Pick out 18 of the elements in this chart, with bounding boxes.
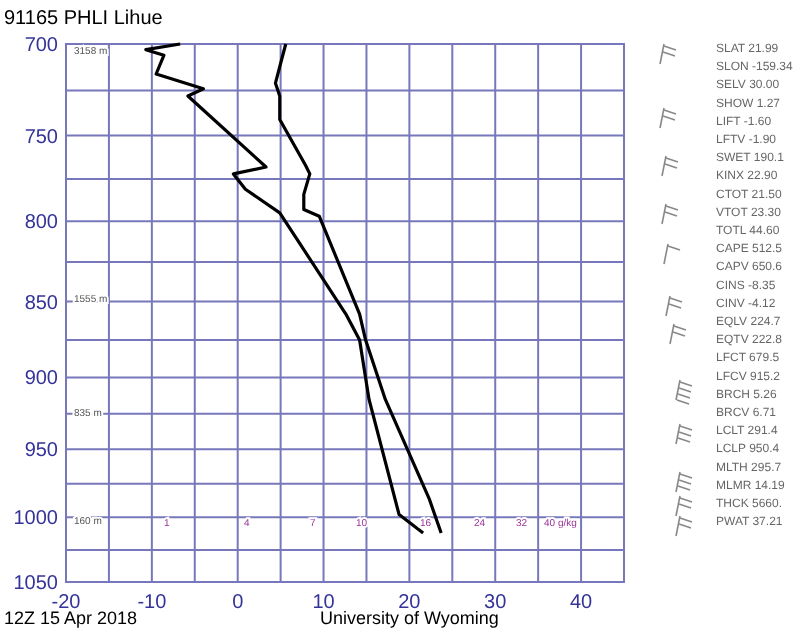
y-tick-label: 1000	[13, 508, 59, 531]
x-tick-label: -20	[51, 592, 82, 614]
text: University of Wyoming	[319, 608, 499, 628]
x-tick-label: 10	[312, 592, 336, 614]
y-tick-label: 900	[24, 368, 59, 391]
y-tick-label: 800	[24, 212, 59, 235]
y-tick-label: 950	[24, 440, 59, 463]
y-tick-label: 750	[24, 126, 59, 149]
y-tick-label: 850	[24, 292, 59, 315]
x-tick-label: 20	[398, 592, 422, 614]
chart-title: 91165 PHLI Lihue	[4, 8, 164, 30]
y-tick-label: 1050	[13, 573, 59, 595]
x-tick-label: 30	[484, 592, 508, 614]
x-tick-label: 0	[232, 592, 245, 614]
text: 12Z 15 Apr 2018	[4, 608, 138, 628]
x-tick-label: -10	[137, 592, 168, 614]
x-tick-label: 40	[569, 592, 594, 614]
y-tick-label: 700	[24, 35, 59, 57]
